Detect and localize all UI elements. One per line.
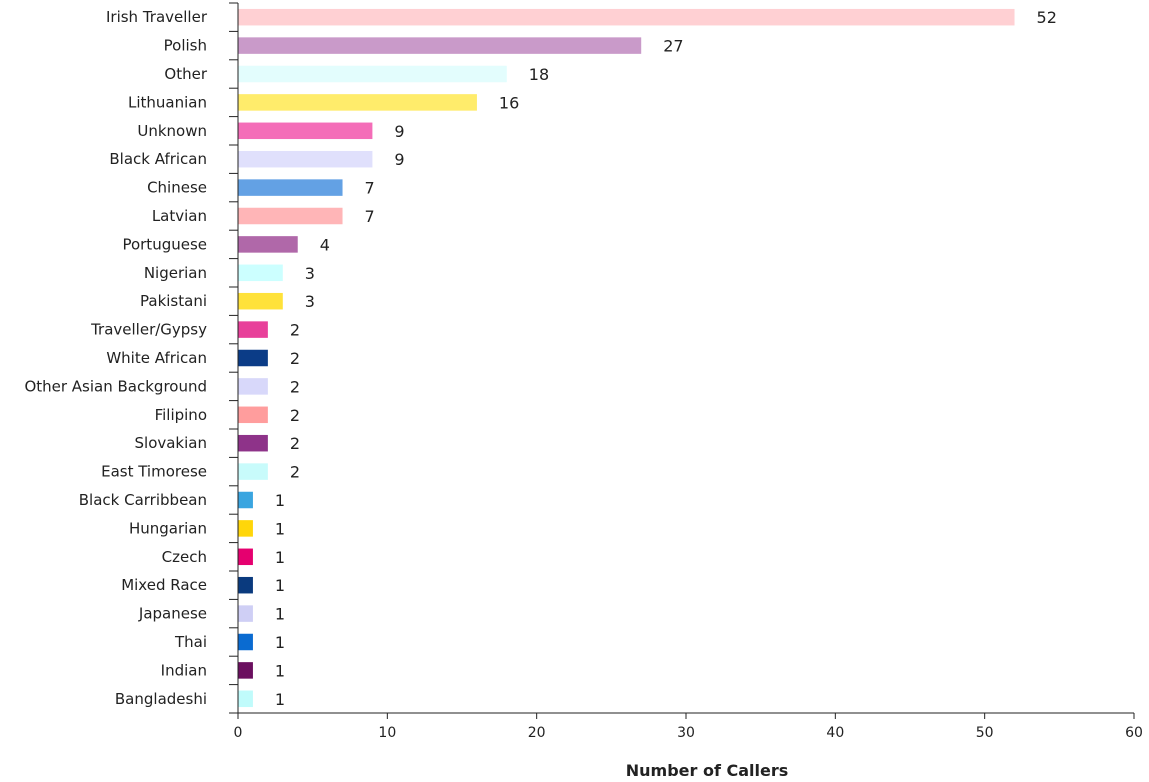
value-label: 1: [275, 548, 285, 567]
bar: [238, 65, 507, 83]
bar: [238, 463, 268, 480]
x-tick-label: 40: [826, 725, 844, 741]
x-axis-ticks: 0 10 20 30 40 50 60: [234, 713, 1143, 741]
value-label: 52: [1037, 8, 1057, 27]
category-label: Traveller/Gypsy: [90, 321, 207, 339]
category-label: Czech: [162, 548, 207, 566]
category-label: Japanese: [138, 605, 207, 623]
bar: [238, 378, 268, 395]
value-label: 9: [394, 150, 404, 169]
category-label: Hungarian: [129, 519, 207, 537]
value-label: 2: [290, 406, 300, 425]
bar: [238, 207, 343, 225]
value-label: 1: [275, 519, 285, 538]
x-tick-label: 20: [528, 725, 546, 741]
category-label: Other: [164, 65, 207, 83]
bars-group: [238, 8, 1015, 708]
value-label: 1: [275, 661, 285, 680]
y-axis-ticks: [229, 2, 238, 714]
x-tick-label: 50: [976, 725, 994, 741]
category-label: White African: [106, 349, 207, 367]
category-label: Latvian: [152, 207, 207, 225]
category-label: Portuguese: [122, 235, 207, 253]
category-labels-group: Irish Traveller Polish Other Lithuanian Unkn…: [24, 8, 207, 708]
category-label: Lithuanian: [128, 93, 207, 111]
bar: [238, 662, 253, 679]
x-axis-title: Number of Callers: [626, 761, 789, 780]
category-label: Mixed Race: [121, 576, 207, 594]
category-label: Pakistani: [140, 292, 207, 310]
category-label: East Timorese: [101, 463, 207, 481]
value-label: 7: [365, 179, 375, 198]
bar: [238, 236, 298, 253]
value-label: 1: [275, 576, 285, 595]
bar: [238, 122, 373, 140]
bar: [238, 94, 477, 111]
value-label: 2: [290, 434, 300, 453]
x-tick-label: 60: [1125, 725, 1143, 741]
bar: [238, 37, 642, 54]
x-tick-label: 30: [677, 725, 695, 741]
x-tick-label: 0: [234, 725, 243, 741]
value-label: 16: [499, 93, 519, 112]
bar: [238, 406, 268, 424]
category-label: Bangladeshi: [115, 690, 207, 708]
category-label: Other Asian Background: [24, 377, 207, 395]
value-label: 7: [365, 207, 375, 226]
value-label: 27: [663, 37, 683, 56]
category-label: Unknown: [137, 122, 207, 140]
value-label: 2: [290, 463, 300, 482]
bar: [238, 576, 253, 594]
category-label: Nigerian: [144, 264, 207, 282]
value-label: 2: [290, 349, 300, 368]
category-label: Black Carribbean: [79, 491, 207, 509]
value-label: 1: [275, 690, 285, 709]
category-label: Black African: [109, 150, 207, 168]
value-label: 3: [305, 292, 315, 311]
category-label: Chinese: [147, 179, 207, 197]
value-label: 1: [275, 633, 285, 652]
value-label: 3: [305, 264, 315, 283]
bar: [238, 264, 283, 282]
bar: [238, 491, 253, 509]
bar: [238, 633, 253, 651]
value-label: 2: [290, 377, 300, 396]
bar: [238, 179, 343, 196]
category-label: Slovakian: [135, 434, 208, 452]
bar: [238, 150, 373, 168]
category-label: Filipino: [155, 406, 207, 424]
value-label: 4: [320, 235, 330, 254]
value-label: 1: [275, 605, 285, 624]
bar: [238, 548, 253, 566]
value-label: 9: [394, 122, 404, 141]
bar: [238, 520, 253, 537]
category-label: Polish: [164, 37, 207, 55]
category-label: Irish Traveller: [106, 8, 208, 26]
bar: [238, 434, 268, 452]
category-label: Indian: [161, 661, 207, 679]
bar: [238, 605, 253, 622]
bar: [238, 349, 268, 367]
value-label: 1: [275, 491, 285, 510]
bar: [238, 321, 268, 338]
category-label: Thai: [174, 633, 207, 651]
value-label: 2: [290, 321, 300, 340]
bar: [238, 292, 283, 310]
value-label: 18: [529, 65, 549, 84]
x-tick-label: 10: [378, 725, 396, 741]
bar: [238, 690, 253, 708]
bar: [238, 8, 1015, 26]
